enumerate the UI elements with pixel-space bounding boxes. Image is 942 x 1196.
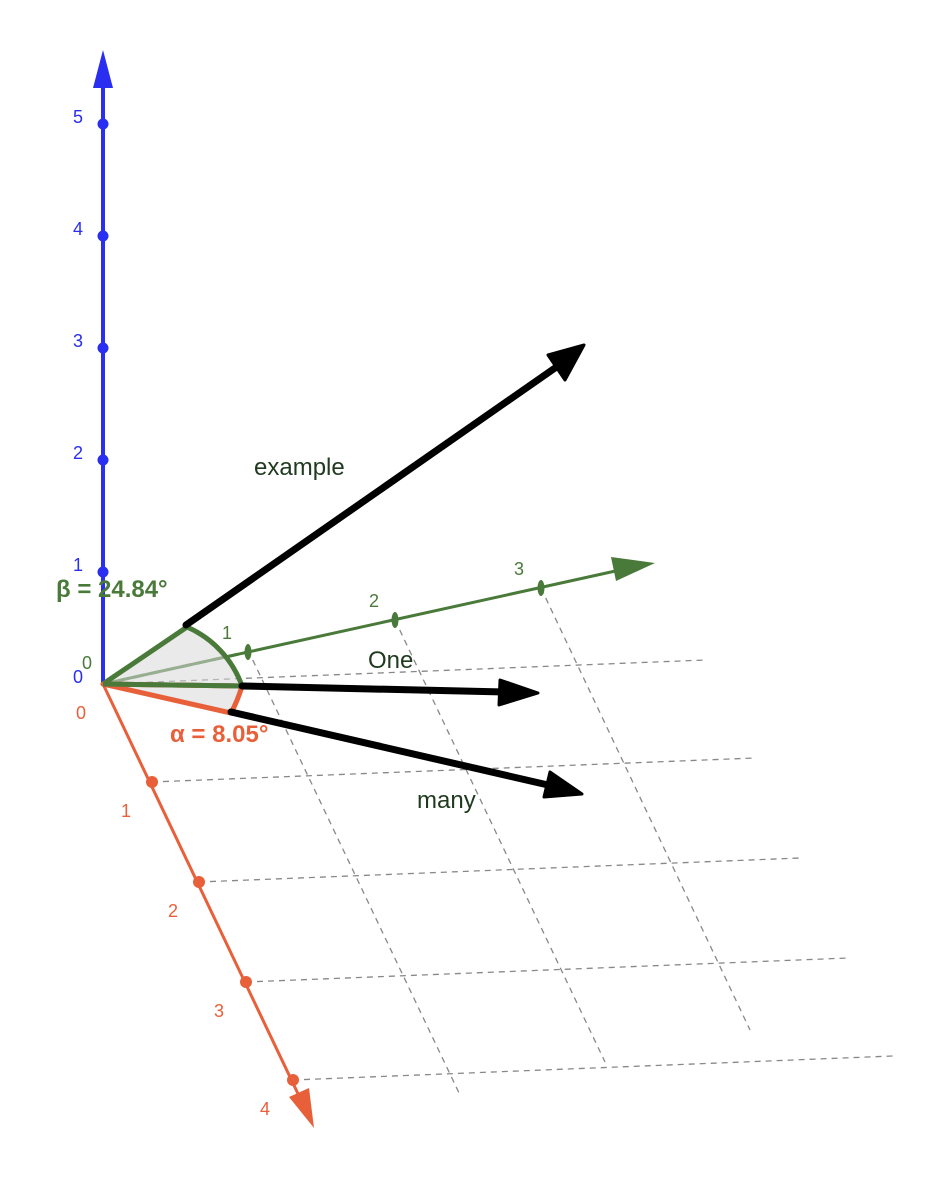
grid-line (151, 757, 756, 783)
orange-tick-label: 1 (121, 801, 131, 821)
vector-one (238, 678, 540, 707)
green-tick-mark (537, 580, 545, 596)
green-axis-arrowhead (611, 557, 655, 581)
orange-axis: 0 1 2 3 4 (76, 683, 314, 1128)
green-tick-label: 1 (222, 623, 232, 643)
angle-beta-label: β = 24.84° (56, 576, 168, 603)
vector-many-arrowhead (542, 770, 584, 799)
green-tick-mark (391, 612, 399, 628)
blue-tick-label: 4 (73, 219, 83, 239)
vector-label-example: example (254, 454, 345, 481)
blue-tick-dot (97, 230, 109, 242)
blue-axis: 0 1 2 3 4 5 (73, 50, 113, 687)
orange-axis-arrowhead (289, 1088, 314, 1128)
angle-alpha-label: α = 8.05° (170, 721, 268, 748)
blue-axis-arrowhead (93, 50, 113, 88)
blue-tick-label: 3 (73, 331, 83, 351)
orange-tick-dot (240, 976, 252, 988)
grid-line (540, 587, 751, 1031)
green-tick-label: 3 (514, 559, 524, 579)
angle-alpha-sector (100, 681, 245, 716)
grid-line (245, 957, 849, 983)
blue-tick-label: 5 (73, 107, 83, 127)
blue-tick-dot (97, 118, 109, 130)
blue-tick-label: 0 (73, 667, 83, 687)
orange-tick-label: 2 (168, 901, 178, 921)
dashed-grid (102, 587, 894, 1096)
orange-tick-dot (193, 876, 205, 888)
blue-tick-dot (97, 342, 109, 354)
orange-tick-label: 3 (214, 1001, 224, 1021)
green-radius-line (102, 681, 243, 689)
green-tick-label: 2 (369, 591, 379, 611)
grid-line (247, 649, 461, 1096)
vector-example-arrowhead (546, 343, 586, 382)
orange-tick-dot (287, 1074, 299, 1086)
green-tick-label: 0 (82, 653, 92, 673)
vector-example (182, 343, 586, 629)
blue-tick-dot (97, 566, 109, 578)
green-tick-mark (244, 644, 252, 660)
vector-many (227, 708, 584, 799)
vector-label-many: many (417, 787, 476, 814)
vector-label-one: One (368, 647, 413, 674)
blue-tick-label: 2 (73, 443, 83, 463)
orange-tick-dot (146, 776, 158, 788)
grid-line (292, 1055, 894, 1081)
vector-one-arrowhead (497, 678, 540, 707)
orange-tick-label: 0 (76, 703, 86, 723)
blue-tick-label: 1 (73, 555, 83, 575)
blue-tick-dot (97, 454, 109, 466)
grid-line (198, 857, 801, 883)
orange-tick-label: 4 (260, 1099, 270, 1119)
